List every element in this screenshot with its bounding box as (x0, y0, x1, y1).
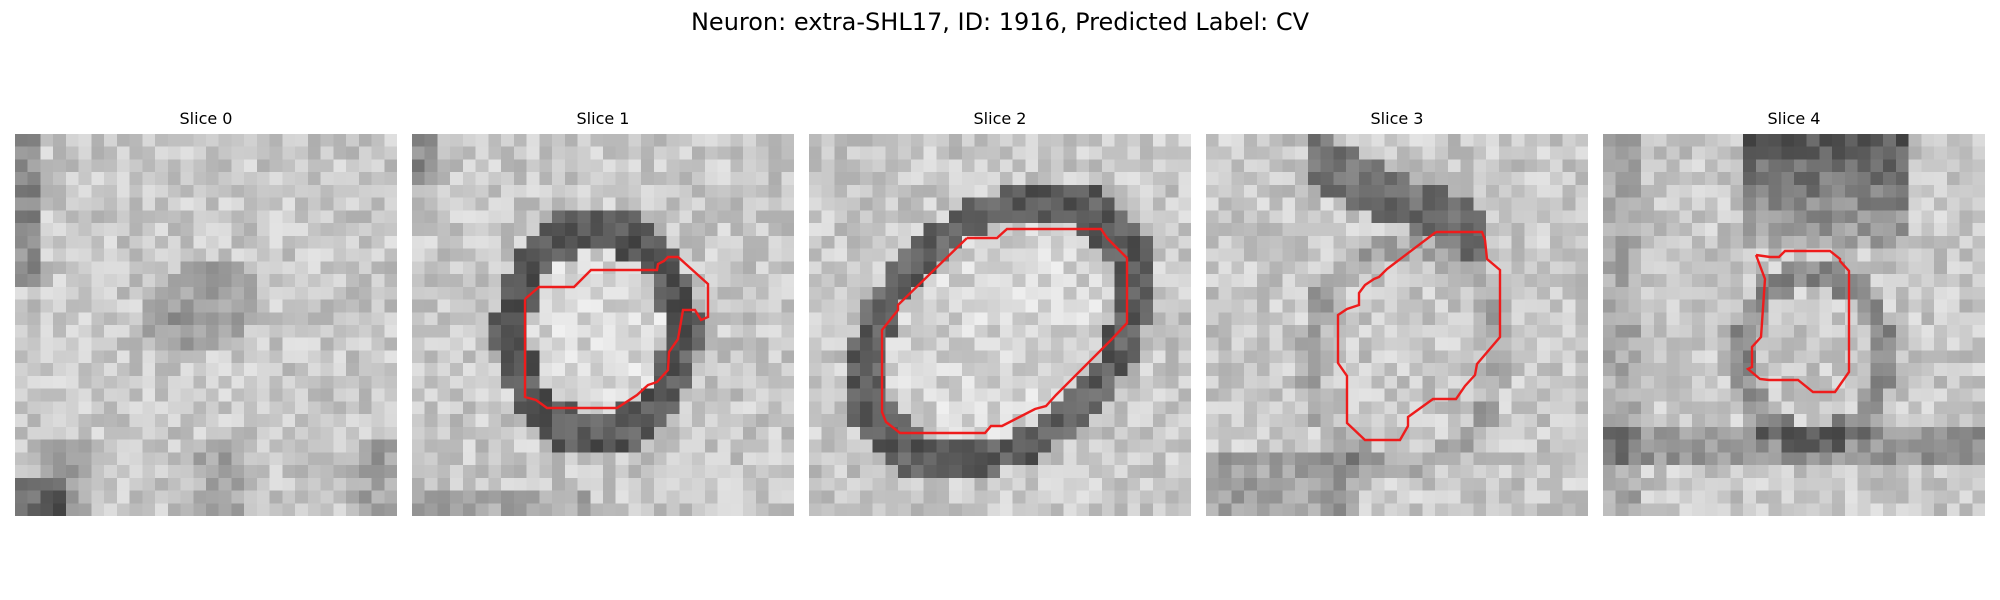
slice-title: Slice 3 (1370, 109, 1424, 128)
em-image (412, 134, 794, 516)
em-image (15, 134, 397, 516)
segmentation-contour (523, 255, 710, 410)
figure-title: Neuron: extra-SHL17, ID: 1916, Predicted… (690, 8, 1310, 36)
contour-overlay (1745, 249, 1851, 394)
slice-image (412, 134, 794, 516)
slice-image (15, 134, 397, 516)
slice-title: Slice 4 (1767, 109, 1821, 128)
slice-image (809, 134, 1191, 516)
em-image (1206, 134, 1588, 516)
em-image (809, 134, 1191, 516)
contour-overlay (523, 255, 710, 410)
slice-title: Slice 1 (576, 109, 630, 128)
slice-title: Slice 0 (179, 109, 233, 128)
slice-title: Slice 2 (973, 109, 1027, 128)
segmentation-contour (1336, 230, 1502, 442)
segmentation-contour (1745, 249, 1851, 394)
contour-overlay (880, 227, 1129, 435)
slice-image (1206, 134, 1588, 516)
em-image (1603, 134, 1985, 516)
contour-overlay (1336, 230, 1502, 442)
segmentation-contour (880, 227, 1129, 435)
slice-image (1603, 134, 1985, 516)
